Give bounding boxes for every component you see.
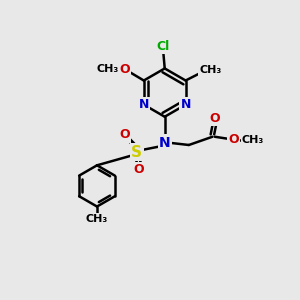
Text: O: O <box>209 112 220 125</box>
Text: CH₃: CH₃ <box>200 65 222 75</box>
Text: O: O <box>228 133 239 146</box>
Text: N: N <box>180 98 191 111</box>
Text: O: O <box>119 63 130 76</box>
Text: CH₃: CH₃ <box>97 64 119 74</box>
Text: N: N <box>139 98 149 111</box>
Text: S: S <box>131 145 142 160</box>
Text: O: O <box>119 128 130 142</box>
Text: Cl: Cl <box>157 40 170 53</box>
Text: N: N <box>159 136 170 150</box>
Text: CH₃: CH₃ <box>86 214 108 224</box>
Text: CH₃: CH₃ <box>242 135 264 145</box>
Text: O: O <box>134 163 144 176</box>
